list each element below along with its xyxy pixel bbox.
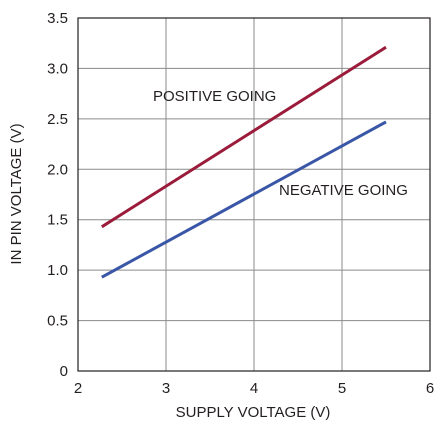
plot-border bbox=[77, 17, 431, 372]
y-axis-label: IN PIN VOLTAGE (V) bbox=[8, 123, 25, 264]
y-tick-label: 3.0 bbox=[47, 60, 68, 77]
y-tick-label: 1.0 bbox=[47, 262, 68, 279]
x-tick-label: 2 bbox=[74, 380, 82, 397]
x-axis-label: SUPPLY VOLTAGE (V) bbox=[176, 404, 331, 421]
y-tick-label: 0 bbox=[60, 363, 68, 380]
series-line-positive-going bbox=[100, 45, 387, 229]
annotation-negative-going: NEGATIVE GOING bbox=[279, 182, 408, 199]
y-tick-label: 1.5 bbox=[47, 212, 68, 229]
x-tick-label: 4 bbox=[250, 380, 258, 397]
y-tick-label: 2.0 bbox=[47, 161, 68, 178]
annotation-positive-going: POSITIVE GOING bbox=[153, 88, 276, 105]
y-tick-label: 0.5 bbox=[47, 313, 68, 330]
series-line-negative-going bbox=[101, 120, 387, 279]
tick-labels: 2 3 4 5 6 0 0.5 1.0 1.5 2.0 2.5 3.0 3.5 bbox=[47, 10, 434, 397]
x-tick-label: 3 bbox=[162, 380, 170, 397]
series-layer bbox=[100, 45, 387, 279]
x-tick-label: 5 bbox=[338, 380, 346, 397]
plot-frame bbox=[77, 17, 431, 372]
y-tick-label: 3.5 bbox=[47, 10, 68, 27]
x-tick-label: 6 bbox=[426, 380, 434, 397]
y-tick-label: 2.5 bbox=[47, 111, 68, 128]
